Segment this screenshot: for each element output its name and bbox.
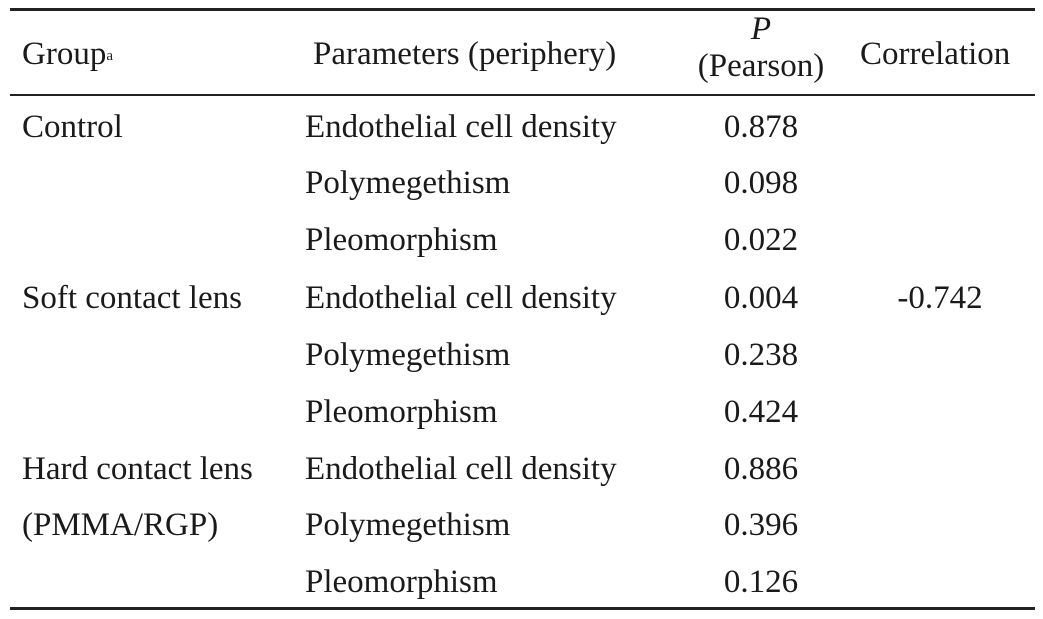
row-parameter: Pleomorphism	[305, 222, 498, 258]
row-p-value: 0.396	[723, 507, 799, 543]
header-p-value: P (Pearson)	[688, 12, 834, 86]
row-p-value: 0.004	[723, 280, 799, 316]
row-parameter: Polymegethism	[305, 165, 511, 201]
table-header-rule	[10, 94, 1035, 96]
header-p-symbol: P	[750, 11, 772, 47]
row-p-value: 0.126	[723, 564, 799, 600]
row-p-value: 0.886	[723, 451, 799, 487]
group-label-hard-contact-lens: Hard contact lens	[22, 451, 253, 487]
row-p-value: 0.022	[723, 222, 799, 258]
row-p-value: 0.238	[723, 337, 799, 373]
table-top-rule	[10, 8, 1035, 11]
header-group-footnote: a	[106, 48, 113, 64]
header-correlation: Correlation	[860, 36, 1011, 72]
row-p-value: 0.424	[723, 394, 799, 430]
table-bottom-rule	[10, 607, 1035, 610]
row-parameter: Pleomorphism	[305, 394, 498, 430]
header-group: Groupa	[22, 36, 113, 72]
header-p-subtitle: (Pearson)	[697, 48, 825, 84]
row-parameter: Endothelial cell density	[305, 280, 617, 316]
row-parameter: Endothelial cell density	[305, 451, 617, 487]
group-label-hard-contact-lens-sub: (PMMA/RGP)	[22, 507, 219, 543]
row-p-value: 0.878	[723, 109, 799, 145]
row-parameter: Pleomorphism	[305, 564, 498, 600]
row-p-value: 0.098	[723, 165, 799, 201]
group-label-soft-contact-lens: Soft contact lens	[22, 280, 242, 316]
group-label-control: Control	[22, 109, 123, 145]
correlation-value: -0.742	[897, 280, 983, 316]
row-parameter: Polymegethism	[305, 507, 511, 543]
header-parameters: Parameters (periphery)	[313, 36, 617, 72]
row-parameter: Endothelial cell density	[305, 109, 617, 145]
row-parameter: Polymegethism	[305, 337, 511, 373]
